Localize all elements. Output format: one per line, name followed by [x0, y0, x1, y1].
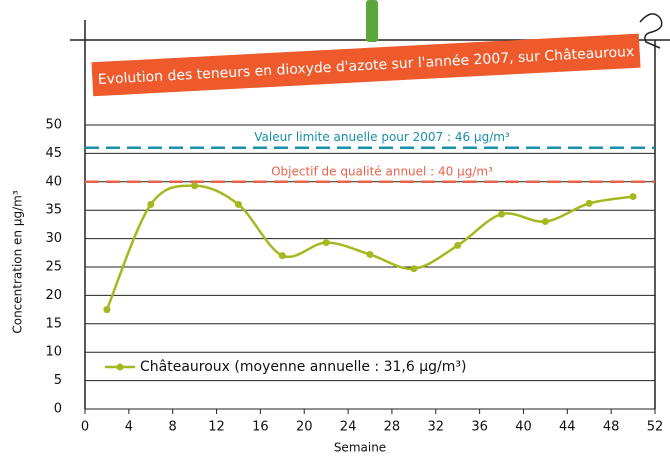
- x-tick-label: 52: [647, 420, 664, 435]
- point: [498, 211, 505, 218]
- legend-marker: [117, 364, 124, 371]
- y-tick-label: 5: [54, 373, 62, 388]
- point: [410, 265, 417, 272]
- x-axis-label: Semaine: [334, 441, 386, 455]
- point: [103, 306, 110, 313]
- y-tick-label: 10: [45, 345, 62, 360]
- y-tick-label: 15: [45, 316, 62, 331]
- point: [454, 242, 461, 249]
- y-tick-label: 40: [45, 174, 62, 189]
- legend-label: Châteauroux (moyenne annuelle : 31,6 µg/…: [140, 359, 466, 375]
- title-banner: Evolution des teneurs en dioxyde d'azote…: [91, 34, 640, 97]
- x-tick-label: 36: [471, 420, 488, 435]
- x-tick-label: 0: [81, 420, 89, 435]
- point: [630, 193, 637, 200]
- y-tick-label: 45: [45, 146, 62, 161]
- point: [235, 201, 242, 208]
- y-tick-label: 25: [45, 260, 62, 275]
- y-tick-label: 30: [45, 231, 62, 246]
- x-tick-label: 4: [125, 420, 133, 435]
- y-tick-label: 0: [54, 402, 62, 417]
- x-tick-label: 32: [427, 420, 444, 435]
- x-tick-label: 40: [515, 420, 532, 435]
- reference-label: Valeur limite anuelle pour 2007 : 46 µg/…: [254, 130, 510, 144]
- point: [147, 201, 154, 208]
- x-tick-label: 44: [559, 420, 576, 435]
- x-tick-label: 20: [296, 420, 313, 435]
- pin: [366, 0, 378, 42]
- x-tick-label: 12: [208, 420, 225, 435]
- x-tick-label: 48: [603, 420, 620, 435]
- decoration: [640, 14, 662, 48]
- y-tick-label: 35: [45, 203, 62, 218]
- chart: Evolution des teneurs en dioxyde d'azote…: [0, 0, 670, 457]
- point: [279, 252, 286, 259]
- line: [107, 186, 633, 310]
- point: [367, 251, 374, 258]
- point: [191, 182, 198, 189]
- reference-label: Objectif de qualité annuel : 40 µg/m³: [271, 164, 493, 178]
- x-tick-label: 16: [252, 420, 269, 435]
- x-tick-label: 8: [169, 420, 177, 435]
- point: [586, 200, 593, 207]
- y-tick-label: 50: [45, 118, 62, 133]
- x-tick-label: 24: [340, 420, 357, 435]
- point: [542, 218, 549, 225]
- y-tick-label: 20: [45, 288, 62, 303]
- y-axis-label: Concentration en µg/m³: [11, 190, 25, 333]
- x-tick-label: 28: [384, 420, 401, 435]
- point: [323, 239, 330, 246]
